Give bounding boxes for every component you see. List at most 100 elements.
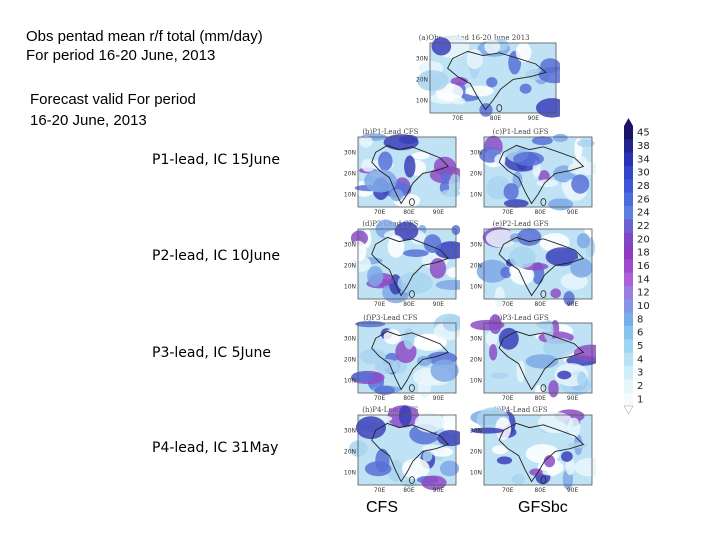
lon-label: 80E xyxy=(403,209,415,216)
colorbar-segment xyxy=(624,192,633,207)
forecast-title-line2: 16-20 June, 2013 xyxy=(30,112,147,129)
lon-label: 70E xyxy=(502,487,514,494)
gfs-map-p4: (i)P4-Lead GFS 30N 20N 10N 70E 80E 90E xyxy=(466,404,596,510)
colorbar-tick-label: 18 xyxy=(637,248,650,259)
lat-label: 30N xyxy=(344,335,356,342)
colorbar-segment xyxy=(624,312,633,327)
colorbar-bottom-arrow xyxy=(623,405,634,415)
lat-label: 30N xyxy=(470,335,482,342)
colorbar-segment xyxy=(624,139,633,153)
colorbar-segment xyxy=(624,366,633,380)
lat-label: 20N xyxy=(470,448,482,455)
colorbar-tick-label: 3 xyxy=(637,368,643,379)
colorbar-tick-label: 26 xyxy=(637,194,650,205)
gfs-map-p4-svg: (i)P4-Lead GFS 30N 20N 10N 70E 80E 90E xyxy=(470,406,596,494)
lat-label: 30N xyxy=(470,427,482,434)
lon-label: 90E xyxy=(433,487,445,494)
colorbar-tick-label: 24 xyxy=(637,208,650,219)
lat-label: 20N xyxy=(344,170,356,177)
lon-label: 80E xyxy=(403,301,415,308)
lat-label: 10N xyxy=(344,283,356,290)
lon-label: 80E xyxy=(534,209,546,216)
lon-label: 80E xyxy=(534,487,546,494)
colorbar: 45 38 34 30 28 26 24 22 20 18 16 14 12 10 8 6 5 4 3 2 1 xyxy=(622,118,662,423)
cfs-map-p3-title: (f)P3-Lead CFS xyxy=(363,314,417,322)
lat-label: 30N xyxy=(344,149,356,156)
lon-label: 90E xyxy=(567,301,579,308)
gfs-map-p2: (e)P2-Lead GFS 30N 20N 10N 70E 80E 90E xyxy=(466,218,596,324)
colorbar-tick-label: 8 xyxy=(637,314,643,325)
lon-label: 70E xyxy=(374,301,386,308)
lon-label: 70E xyxy=(452,115,464,122)
row-label-p1: P1-lead, IC 15June xyxy=(152,152,280,168)
colorbar-tick-label: 10 xyxy=(637,301,650,312)
colorbar-segment xyxy=(624,166,633,180)
cfs-map-p1: (b)P1-Lead CFS 30N 20N 10N 70E 80E 90E xyxy=(340,126,460,232)
cfs-map-p1-svg: (b)P1-Lead CFS 30N 20N 10N 70E 80E 90E xyxy=(344,128,460,216)
column-label-gfsbc: GFSbc xyxy=(518,499,568,516)
lat-label: 10N xyxy=(470,469,482,476)
lon-label: 90E xyxy=(433,301,445,308)
colorbar-tick-label: 45 xyxy=(637,128,650,139)
lon-label: 90E xyxy=(433,395,445,402)
colorbar-segment xyxy=(624,179,633,193)
obs-title-line2: For period 16-20 June, 2013 xyxy=(26,47,216,64)
lat-label: 10N xyxy=(470,377,482,384)
obs-map-title: (a)Obs pentad 16-20 June 2013 xyxy=(419,34,530,42)
colorbar-tick-label: 5 xyxy=(637,341,643,352)
cfs-map-p3-svg: (f)P3-Lead CFS 30N 20N 10N 70E 80E 90E xyxy=(344,313,460,402)
row-label-p4: P4-lead, IC 31May xyxy=(152,440,279,456)
lat-label: 20N xyxy=(470,170,482,177)
lon-label: 90E xyxy=(567,209,579,216)
colorbar-svg: 45 38 34 30 28 26 24 22 20 18 16 14 12 10 8 6 5 4 3 2 1 xyxy=(623,118,650,415)
column-label-cfs: CFS xyxy=(366,499,398,516)
row-label-p2: P2-lead, IC 10June xyxy=(152,248,280,264)
lon-label: 90E xyxy=(528,115,540,122)
colorbar-tick-label: 30 xyxy=(637,168,650,179)
forecast-title-line1: Forecast valid For period xyxy=(30,91,196,108)
lon-label: 70E xyxy=(502,301,514,308)
gfs-map-p2-svg: (e)P2-Lead GFS 30N 20N 10N 70E 80E 90E xyxy=(470,220,596,308)
gfs-map-p3: (g)P3-Lead GFS 30N 20N 10N 70E 80E 90E xyxy=(466,312,596,418)
colorbar-segment xyxy=(624,392,633,407)
lon-label: 80E xyxy=(403,395,415,402)
colorbar-segment xyxy=(624,339,633,353)
obs-map: (a)Obs pentad 16-20 June 2013 30N 20N 10N 70… xyxy=(412,32,560,138)
lat-label: 20N xyxy=(470,262,482,269)
row-label-p3: P3-lead, IC 5June xyxy=(152,345,272,361)
colorbar-segment xyxy=(624,299,633,313)
lon-label: 70E xyxy=(374,395,386,402)
colorbar-top-arrow xyxy=(624,118,633,126)
lon-label: 80E xyxy=(534,395,546,402)
gfs-map-p2-title: (e)P2-Lead GFS xyxy=(493,220,549,228)
lat-label: 10N xyxy=(470,283,482,290)
colorbar-tick-label: 22 xyxy=(637,221,650,232)
colorbar-segment xyxy=(624,352,633,367)
gfs-map-p3-svg: (g)P3-Lead GFS 30N 20N 10N 70E 80E 90E xyxy=(470,314,596,402)
colorbar-segment xyxy=(624,259,633,273)
lat-label: 20N xyxy=(344,448,356,455)
colorbar-tick-label: 34 xyxy=(637,154,650,165)
lon-label: 70E xyxy=(502,395,514,402)
lat-label: 20N xyxy=(416,76,428,83)
obs-map-svg: (a)Obs pentad 16-20 June 2013 30N 20N 10N 70… xyxy=(416,34,560,122)
lat-label: 30N xyxy=(344,427,356,434)
cfs-map-p1-title: (b)P1-Lead CFS xyxy=(362,128,418,136)
colorbar-segment xyxy=(624,232,633,247)
lon-label: 90E xyxy=(433,209,445,216)
colorbar-tick-label: 6 xyxy=(637,328,643,339)
lat-label: 10N xyxy=(344,377,356,384)
lat-label: 30N xyxy=(416,55,428,62)
colorbar-segment xyxy=(624,246,633,260)
lat-label: 10N xyxy=(344,191,356,198)
lat-label: 20N xyxy=(470,356,482,363)
colorbar-tick-label: 4 xyxy=(637,354,643,365)
lon-label: 90E xyxy=(567,487,579,494)
lon-label: 70E xyxy=(374,209,386,216)
gfs-map-p4-title: (i)P4-Lead GFS xyxy=(494,406,548,414)
colorbar-tick-label: 20 xyxy=(637,234,650,245)
colorbar-segment xyxy=(624,219,633,233)
